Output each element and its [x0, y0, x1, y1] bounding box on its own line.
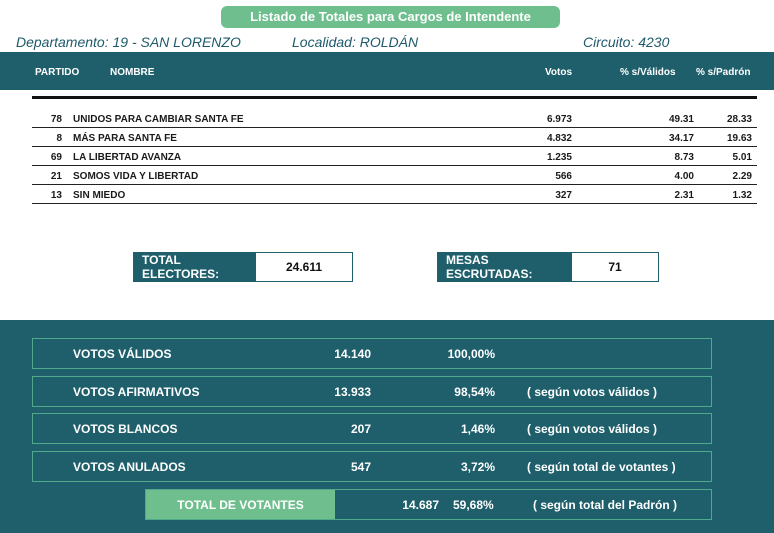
party-pct-padron: 28.33: [726, 114, 752, 125]
summary-pct: 98,54%: [454, 385, 495, 399]
summary-pct: 100,00%: [447, 347, 495, 361]
total-votantes-value: 14.687: [402, 498, 439, 512]
summary-label: VOTOS BLANCOS: [73, 422, 178, 436]
total-votantes-label: TOTAL DE VOTANTES: [146, 490, 335, 519]
col-votos: Votos: [545, 67, 573, 78]
circuito-label: Circuito: 4230: [583, 34, 670, 50]
summary-panel: [0, 320, 774, 533]
party-name: SOMOS VIDA Y LIBERTAD: [73, 171, 199, 182]
party-number: 13: [50, 190, 62, 201]
page-title: Listado de Totales para Cargos de Intend…: [221, 6, 560, 28]
table-row: 8 MÁS PARA SANTA FE 4.832 34.17 19.63: [32, 128, 757, 147]
party-number: 69: [50, 152, 62, 163]
summary-note: ( según votos válidos ): [527, 422, 658, 436]
party-pct-padron: 19.63: [726, 133, 752, 144]
table-row: 78 UNIDOS PARA CAMBIAR SANTA FE 6.973 49…: [32, 109, 757, 128]
party-name: MÁS PARA SANTA FE: [73, 133, 177, 144]
total-electores-label: TOTAL ELECTORES:: [134, 253, 256, 281]
total-votantes-pct: 59,68%: [453, 498, 494, 512]
party-votes: 6.973: [546, 114, 572, 125]
summary-row: VOTOS BLANCOS 207 1,46% ( según votos vá…: [32, 413, 712, 444]
summary-label: VOTOS VÁLIDOS: [73, 347, 172, 361]
summary-note: ( según votos válidos ): [527, 385, 658, 399]
party-pct-padron: 2.29: [732, 171, 752, 182]
summary-row: VOTOS AFIRMATIVOS 13.933 98,54% ( según …: [32, 376, 712, 407]
party-number: 8: [56, 133, 62, 144]
mesas-escrutadas-box: MESAS ESCRUTADAS: 71: [437, 252, 659, 282]
header-rule: [32, 96, 757, 99]
col-partido: PARTIDO: [35, 67, 80, 78]
party-number: 21: [50, 171, 62, 182]
summary-row: VOTOS VÁLIDOS 14.140 100,00%: [32, 338, 712, 369]
party-votes: 327: [555, 190, 572, 201]
party-pct-validos: 49.31: [668, 114, 694, 125]
col-pct-validos: % s/Válidos: [620, 67, 676, 78]
party-pct-padron: 1.32: [732, 190, 752, 201]
total-votantes-data: 14.687 59,68% ( según total del Padrón ): [335, 490, 711, 519]
mesas-escrutadas-label: MESAS ESCRUTADAS:: [438, 253, 572, 281]
party-pct-validos: 34.17: [668, 133, 694, 144]
party-pct-padron: 5.01: [732, 152, 752, 163]
table-row: 21 SOMOS VIDA Y LIBERTAD 566 4.00 2.29: [32, 166, 757, 185]
party-number: 78: [50, 114, 62, 125]
party-name: LA LIBERTAD AVANZA: [73, 152, 182, 163]
summary-pct: 3,72%: [460, 460, 495, 474]
total-votantes-row: TOTAL DE VOTANTES 14.687 59,68% ( según …: [145, 489, 712, 520]
party-votes: 1.235: [546, 152, 572, 163]
table-header: PARTIDO NOMBRE Votos % s/Válidos % s/Pad…: [0, 52, 774, 90]
localidad-label: Localidad: ROLDÁN: [292, 34, 419, 50]
party-pct-validos: 2.31: [674, 190, 694, 201]
summary-value: 14.140: [334, 347, 371, 361]
summary-pct: 1,46%: [460, 422, 495, 436]
party-pct-validos: 4.00: [674, 171, 694, 182]
party-name: UNIDOS PARA CAMBIAR SANTA FE: [73, 114, 244, 125]
col-pct-padron: % s/Padrón: [696, 67, 751, 78]
table-row: 69 LA LIBERTAD AVANZA 1.235 8.73 5.01: [32, 147, 757, 166]
party-votes: 4.832: [546, 133, 572, 144]
total-electores-box: TOTAL ELECTORES: 24.611: [133, 252, 353, 282]
party-votes: 566: [555, 171, 572, 182]
party-pct-validos: 8.73: [674, 152, 694, 163]
departamento-label: Departamento: 19 - SAN LORENZO: [16, 34, 241, 50]
total-electores-value: 24.611: [256, 253, 352, 281]
summary-note: ( según total de votantes ): [527, 460, 676, 474]
col-nombre: NOMBRE: [110, 67, 155, 78]
summary-value: 207: [350, 422, 371, 436]
summary-label: VOTOS ANULADOS: [73, 460, 186, 474]
summary-value: 547: [350, 460, 371, 474]
party-name: SIN MIEDO: [73, 190, 126, 201]
table-row: 13 SIN MIEDO 327 2.31 1.32: [32, 185, 757, 204]
summary-value: 13.933: [334, 385, 371, 399]
mesas-escrutadas-value: 71: [572, 253, 658, 281]
summary-row: VOTOS ANULADOS 547 3,72% ( según total d…: [32, 451, 712, 482]
summary-label: VOTOS AFIRMATIVOS: [73, 385, 200, 399]
total-votantes-note: ( según total del Padrón ): [533, 498, 678, 512]
